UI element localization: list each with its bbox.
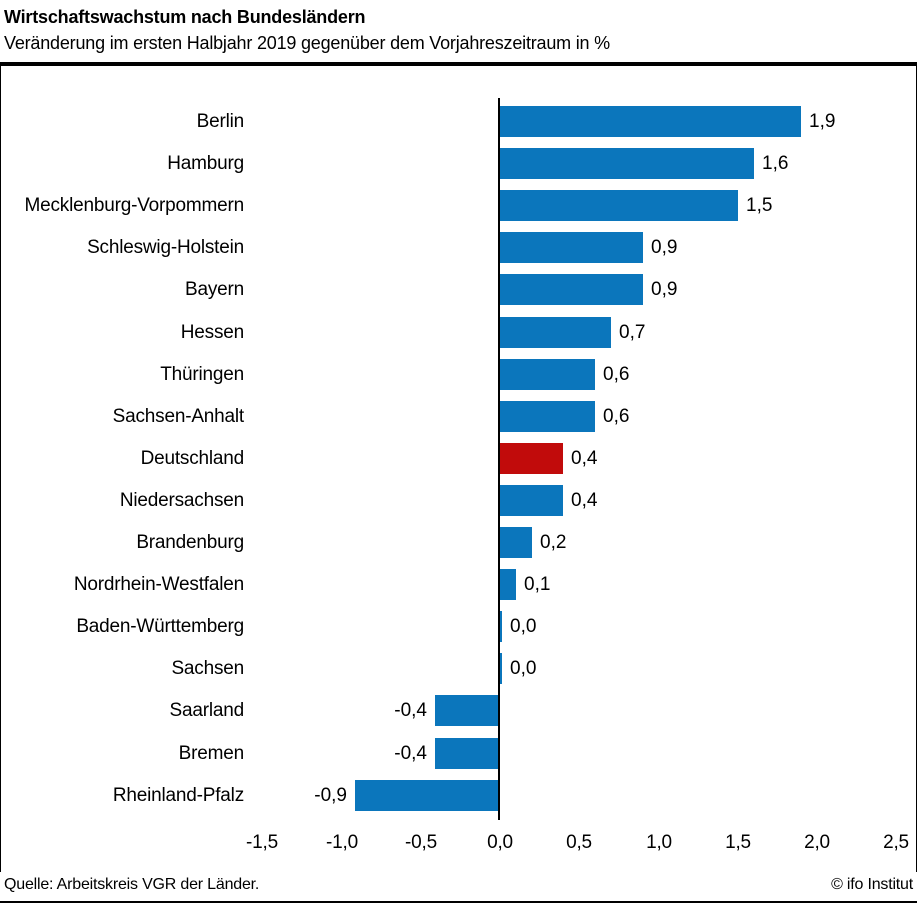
bar <box>500 106 801 137</box>
value-label: 0,0 <box>510 658 537 679</box>
category-label: Saarland <box>169 700 245 721</box>
x-tick-label: 2,0 <box>804 832 830 853</box>
bar <box>435 738 498 769</box>
chart-footer: Quelle: Arbeitskreis VGR der Länder. © i… <box>0 876 917 894</box>
category-label: Deutschland <box>140 448 245 469</box>
category-label: Sachsen-Anhalt <box>112 406 245 427</box>
x-tick-label: 0,0 <box>487 832 513 853</box>
zero-axis-line <box>498 98 500 820</box>
bar <box>500 611 502 642</box>
bottom-rule <box>0 901 917 903</box>
bar <box>500 190 738 221</box>
value-label: 0,7 <box>619 322 646 343</box>
value-label: 0,6 <box>603 406 630 427</box>
bar <box>500 527 532 558</box>
category-label: Sachsen <box>171 658 244 679</box>
bar <box>500 485 563 516</box>
category-label: Hessen <box>180 322 244 343</box>
x-tick-label: -1,5 <box>246 832 278 853</box>
category-label: Berlin <box>196 111 245 132</box>
bar <box>500 653 502 684</box>
bar <box>435 695 498 726</box>
chart-subtitle: Veränderung im ersten Halbjahr 2019 gege… <box>4 33 610 53</box>
category-label: Niedersachsen <box>119 490 244 511</box>
value-label: -0,4 <box>394 700 427 721</box>
bar <box>500 401 595 432</box>
category-label: Schleswig-Holstein <box>87 237 244 258</box>
value-label: 0,1 <box>524 574 551 595</box>
source-note: Quelle: Arbeitskreis VGR der Länder. <box>4 876 260 893</box>
x-tick-label: -1,0 <box>326 832 358 853</box>
value-label: 0,9 <box>651 237 678 258</box>
value-label: 1,9 <box>809 111 836 132</box>
category-label: Mecklenburg-Vorpommern <box>24 195 245 216</box>
value-label: 0,4 <box>571 448 598 469</box>
value-label: 0,2 <box>540 532 567 553</box>
value-label: -0,9 <box>314 785 347 806</box>
category-label: Bayern <box>184 279 244 300</box>
value-label: 1,6 <box>762 153 789 174</box>
category-label: Brandenburg <box>136 532 244 553</box>
bar <box>355 780 498 811</box>
category-label: Baden-Württemberg <box>76 616 244 637</box>
x-tick-label: 1,0 <box>646 832 672 853</box>
credit-note: © ifo Institut <box>831 876 913 893</box>
value-label: 1,5 <box>746 195 773 216</box>
plot-area: Berlin 1,9 Hamburg 1,6 Mecklenburg-Vorpommer… <box>0 66 917 872</box>
value-label: 0,4 <box>571 490 598 511</box>
category-label: Rheinland-Pfalz <box>112 785 244 806</box>
value-label: 0,9 <box>651 279 678 300</box>
top-rule <box>0 62 917 66</box>
x-tick-label: -0,5 <box>405 832 437 853</box>
value-label: 0,6 <box>603 364 630 385</box>
bar <box>500 569 516 600</box>
bar <box>500 317 611 348</box>
bar <box>500 232 643 263</box>
category-label: Bremen <box>178 743 245 764</box>
x-tick-label: 0,5 <box>566 832 592 853</box>
bar <box>500 359 595 390</box>
category-label: Nordrhein-Westfalen <box>73 574 244 595</box>
bar-highlight <box>500 443 563 474</box>
x-tick-label: 2,5 <box>883 832 909 853</box>
value-label: 0,0 <box>510 616 537 637</box>
x-tick-label: 1,5 <box>725 832 751 853</box>
category-label: Hamburg <box>167 153 244 174</box>
bar <box>500 274 643 305</box>
chart-title: Wirtschaftswachstum nach Bundesländern <box>4 7 366 27</box>
chart-header: Wirtschaftswachstum nach Bundesländern V… <box>4 4 912 56</box>
category-label: Thüringen <box>160 364 244 385</box>
value-label: -0,4 <box>394 743 427 764</box>
bar <box>500 148 754 179</box>
